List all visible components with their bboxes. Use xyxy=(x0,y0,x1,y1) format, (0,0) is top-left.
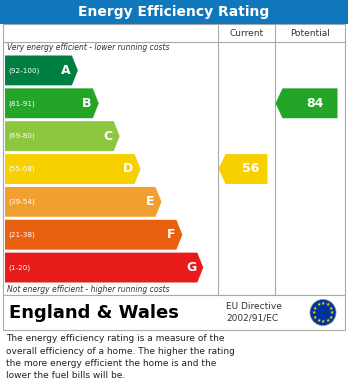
Text: E: E xyxy=(146,196,155,208)
Text: Current: Current xyxy=(229,29,263,38)
Text: (55-68): (55-68) xyxy=(8,166,35,172)
Text: ★: ★ xyxy=(330,310,334,315)
Text: ★: ★ xyxy=(321,301,325,306)
Text: ★: ★ xyxy=(325,302,330,307)
Bar xyxy=(3,295,345,330)
Text: 84: 84 xyxy=(306,97,324,110)
Text: (81-91): (81-91) xyxy=(8,100,35,106)
Text: ★: ★ xyxy=(329,314,333,319)
Polygon shape xyxy=(276,88,338,118)
Text: (69-80): (69-80) xyxy=(8,133,35,140)
Bar xyxy=(3,24,345,295)
Polygon shape xyxy=(5,154,141,184)
Polygon shape xyxy=(219,154,268,184)
Polygon shape xyxy=(5,187,161,217)
Text: A: A xyxy=(61,64,71,77)
Text: G: G xyxy=(186,261,196,274)
Polygon shape xyxy=(5,220,182,249)
Text: (92-100): (92-100) xyxy=(8,67,39,74)
Text: (39-54): (39-54) xyxy=(8,199,35,205)
Bar xyxy=(0,0,348,24)
Polygon shape xyxy=(5,56,78,85)
Circle shape xyxy=(310,300,336,325)
Text: ★: ★ xyxy=(321,319,325,324)
Text: F: F xyxy=(167,228,175,241)
Text: ★: ★ xyxy=(313,314,317,319)
Text: Potential: Potential xyxy=(290,29,330,38)
Polygon shape xyxy=(5,121,120,151)
Text: ★: ★ xyxy=(316,302,321,307)
Text: Energy Efficiency Rating: Energy Efficiency Rating xyxy=(78,5,270,19)
Text: EU Directive
2002/91/EC: EU Directive 2002/91/EC xyxy=(226,302,282,323)
Text: ★: ★ xyxy=(312,310,316,315)
Text: ★: ★ xyxy=(329,305,333,310)
Text: B: B xyxy=(82,97,92,110)
Text: England & Wales: England & Wales xyxy=(9,303,179,321)
Text: D: D xyxy=(123,163,134,176)
Text: Not energy efficient - higher running costs: Not energy efficient - higher running co… xyxy=(7,285,169,294)
Text: The energy efficiency rating is a measure of the
overall efficiency of a home. T: The energy efficiency rating is a measur… xyxy=(6,334,235,380)
Text: 56: 56 xyxy=(242,163,259,176)
Text: Very energy efficient - lower running costs: Very energy efficient - lower running co… xyxy=(7,43,169,52)
Text: (21-38): (21-38) xyxy=(8,231,35,238)
Text: (1-20): (1-20) xyxy=(8,264,30,271)
Text: C: C xyxy=(104,130,113,143)
Text: ★: ★ xyxy=(316,318,321,323)
Text: ★: ★ xyxy=(313,305,317,310)
Polygon shape xyxy=(5,88,99,118)
Polygon shape xyxy=(5,253,203,283)
Text: ★: ★ xyxy=(325,318,330,323)
